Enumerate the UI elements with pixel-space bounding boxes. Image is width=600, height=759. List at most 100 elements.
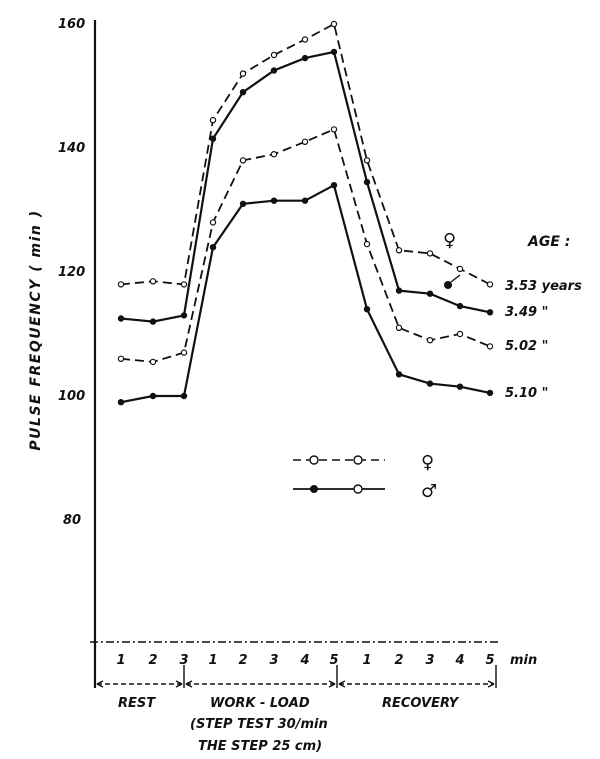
series-2-point xyxy=(209,219,217,226)
series-group xyxy=(117,20,494,406)
y-tick-160: 160 xyxy=(58,17,85,32)
phase-note-1: (STEP TEST 30/min xyxy=(190,717,328,732)
series-3-point xyxy=(363,306,371,313)
series-label-1: 3.49 " xyxy=(505,305,548,320)
phase-arrows xyxy=(96,680,495,688)
x-tick-label: 4 xyxy=(454,653,464,668)
series-1-point xyxy=(239,88,247,96)
age-header: AGE : xyxy=(527,234,570,250)
series-0-point xyxy=(180,281,188,288)
legend-female-symbol: ♀ xyxy=(421,452,434,473)
x-tick-label: 2 xyxy=(394,653,403,668)
legend-female-marker-2 xyxy=(353,455,363,465)
x-tick-label: 1 xyxy=(116,653,125,668)
phase-rest-label: REST xyxy=(118,696,156,711)
series-labels: 3.53 years 3.49 " 5.02 " 5.10 " xyxy=(505,279,582,401)
series-line-1 xyxy=(120,50,491,323)
series-0-point xyxy=(363,157,371,164)
series-2-point xyxy=(117,355,125,362)
male-marker-top-arrow xyxy=(450,274,461,283)
series-label-3: 5.10 " xyxy=(505,386,548,401)
series-3-point xyxy=(456,383,464,390)
x-tick-label: 5 xyxy=(329,653,338,668)
series-3-point xyxy=(117,399,125,406)
series-1-point xyxy=(426,290,434,297)
series-3-point xyxy=(209,243,217,251)
y-tick-120: 120 xyxy=(58,265,85,280)
series-1-point xyxy=(395,287,403,294)
x-unit-label: min xyxy=(510,653,537,668)
series-1-point xyxy=(486,309,494,316)
legend-male-marker-1 xyxy=(310,485,318,493)
series-0-point xyxy=(117,281,125,288)
series-0-point xyxy=(426,250,434,257)
x-tick-label: 1 xyxy=(362,653,371,668)
series-1-point xyxy=(117,315,125,322)
series-2-point xyxy=(363,240,371,248)
series-3-point xyxy=(395,371,403,378)
series-0-point xyxy=(239,70,247,77)
legend: ♀ ♂ xyxy=(293,452,437,502)
series-1-point xyxy=(301,54,309,62)
x-tick-label: 4 xyxy=(299,653,309,668)
series-label-0: 3.53 years xyxy=(505,279,582,294)
y-tick-80: 80 xyxy=(63,513,81,528)
series-2-point xyxy=(149,358,157,366)
series-2-point xyxy=(180,349,188,356)
x-tick-label: 1 xyxy=(208,653,217,668)
series-0-point xyxy=(301,36,309,43)
legend-female-marker-1 xyxy=(309,455,319,465)
series-1-point xyxy=(180,312,188,319)
series-3-point xyxy=(486,389,494,397)
series-1-point xyxy=(330,48,338,56)
x-tick-label: 3 xyxy=(425,653,434,668)
series-1-point xyxy=(149,318,157,325)
series-0-point xyxy=(330,20,338,28)
series-3-point xyxy=(426,380,434,387)
series-3-point xyxy=(330,181,338,189)
x-tick-label: 3 xyxy=(269,653,278,668)
x-tick-label: 5 xyxy=(485,653,494,668)
y-tick-140: 140 xyxy=(58,141,85,156)
series-1-point xyxy=(270,67,278,74)
series-0-point xyxy=(456,265,464,273)
x-tick-labels: 1 2 3 1 2 3 4 5 1 2 3 4 5 xyxy=(116,653,494,668)
series-1-point xyxy=(209,135,217,142)
series-0-point xyxy=(486,281,494,288)
series-0-point xyxy=(270,51,278,59)
series-line-0 xyxy=(120,22,491,286)
phase-recovery-label: RECOVERY xyxy=(382,696,460,711)
x-tick-label: 2 xyxy=(238,653,247,668)
series-2-point xyxy=(486,343,494,350)
series-3-point xyxy=(149,392,157,400)
phase-work-label: WORK - LOAD xyxy=(210,696,310,711)
phase-note-2: THE STEP 25 cm) xyxy=(198,739,322,754)
series-1-point xyxy=(456,302,464,310)
y-tick-100: 100 xyxy=(58,389,85,404)
legend-male-symbol: ♂ xyxy=(421,481,437,502)
legend-male-marker-2 xyxy=(353,484,363,494)
series-line-2 xyxy=(120,128,491,363)
series-0-point xyxy=(149,278,157,285)
series-3-point xyxy=(301,197,309,204)
series-3-point xyxy=(239,200,247,207)
series-line-3 xyxy=(120,183,491,404)
series-2-point xyxy=(330,126,338,133)
series-2-point xyxy=(426,337,434,344)
series-3-point xyxy=(180,392,188,400)
male-marker-top xyxy=(444,281,452,289)
series-1-point xyxy=(363,178,371,186)
series-2-point xyxy=(456,330,464,338)
x-tick-label: 3 xyxy=(179,653,188,668)
x-tick-label: 2 xyxy=(148,653,157,668)
series-3-point xyxy=(270,197,278,204)
female-symbol-top: ♀ xyxy=(443,230,456,251)
series-2-point xyxy=(270,150,278,158)
series-2-point xyxy=(301,138,309,145)
y-axis-label: PULSE FREQUENCY ( min ) xyxy=(28,209,44,450)
series-0-point xyxy=(395,247,403,254)
series-label-2: 5.02 " xyxy=(505,339,548,354)
series-0-point xyxy=(209,116,217,124)
series-2-point xyxy=(239,157,247,164)
